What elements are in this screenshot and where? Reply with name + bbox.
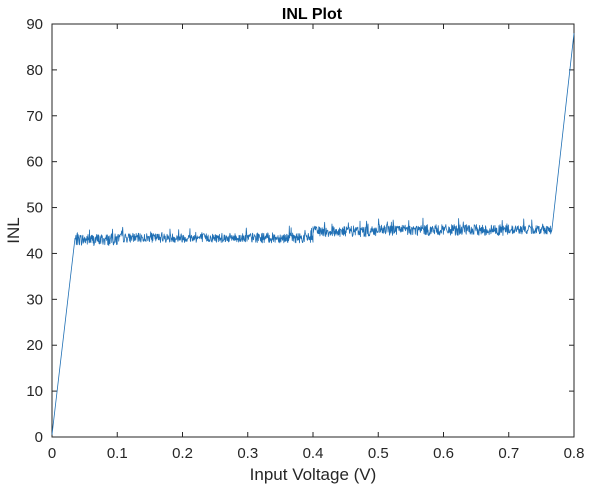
y-tick-label: 20 (26, 337, 43, 354)
y-tick-label: 70 (26, 108, 43, 125)
x-tick-label: 0.6 (433, 445, 454, 462)
x-tick-label: 0.3 (237, 445, 258, 462)
y-tick-label: 40 (26, 245, 43, 262)
x-tick-label: 0.4 (303, 445, 324, 462)
y-tick-label: 90 (26, 16, 43, 33)
series-group (51, 33, 575, 435)
y-tick-label: 0 (35, 429, 43, 446)
x-tick-label: 0.5 (368, 445, 389, 462)
y-tick-label: 60 (26, 154, 43, 171)
y-tick-label: 50 (26, 200, 43, 217)
y-tick-label: 30 (26, 291, 43, 308)
chart-title: INL Plot (282, 6, 343, 23)
x-tick-label: 0 (48, 445, 56, 462)
axis-ticks: 0 0.1 0.2 0.3 0.4 0.5 0.6 0.7 0.8 0 10 20 30 40 50 60 70… (26, 16, 584, 462)
inl-series-line (51, 33, 575, 435)
x-tick-label: 0.1 (107, 445, 128, 462)
x-tick-label: 0.8 (564, 445, 585, 462)
y-axis-label: INL (4, 217, 23, 243)
x-tick-label: 0.2 (172, 445, 193, 462)
x-tick-label: 0.7 (498, 445, 519, 462)
x-axis-label: Input Voltage (V) (250, 465, 377, 484)
y-tick-label: 10 (26, 383, 43, 400)
y-tick-label: 80 (26, 62, 43, 79)
